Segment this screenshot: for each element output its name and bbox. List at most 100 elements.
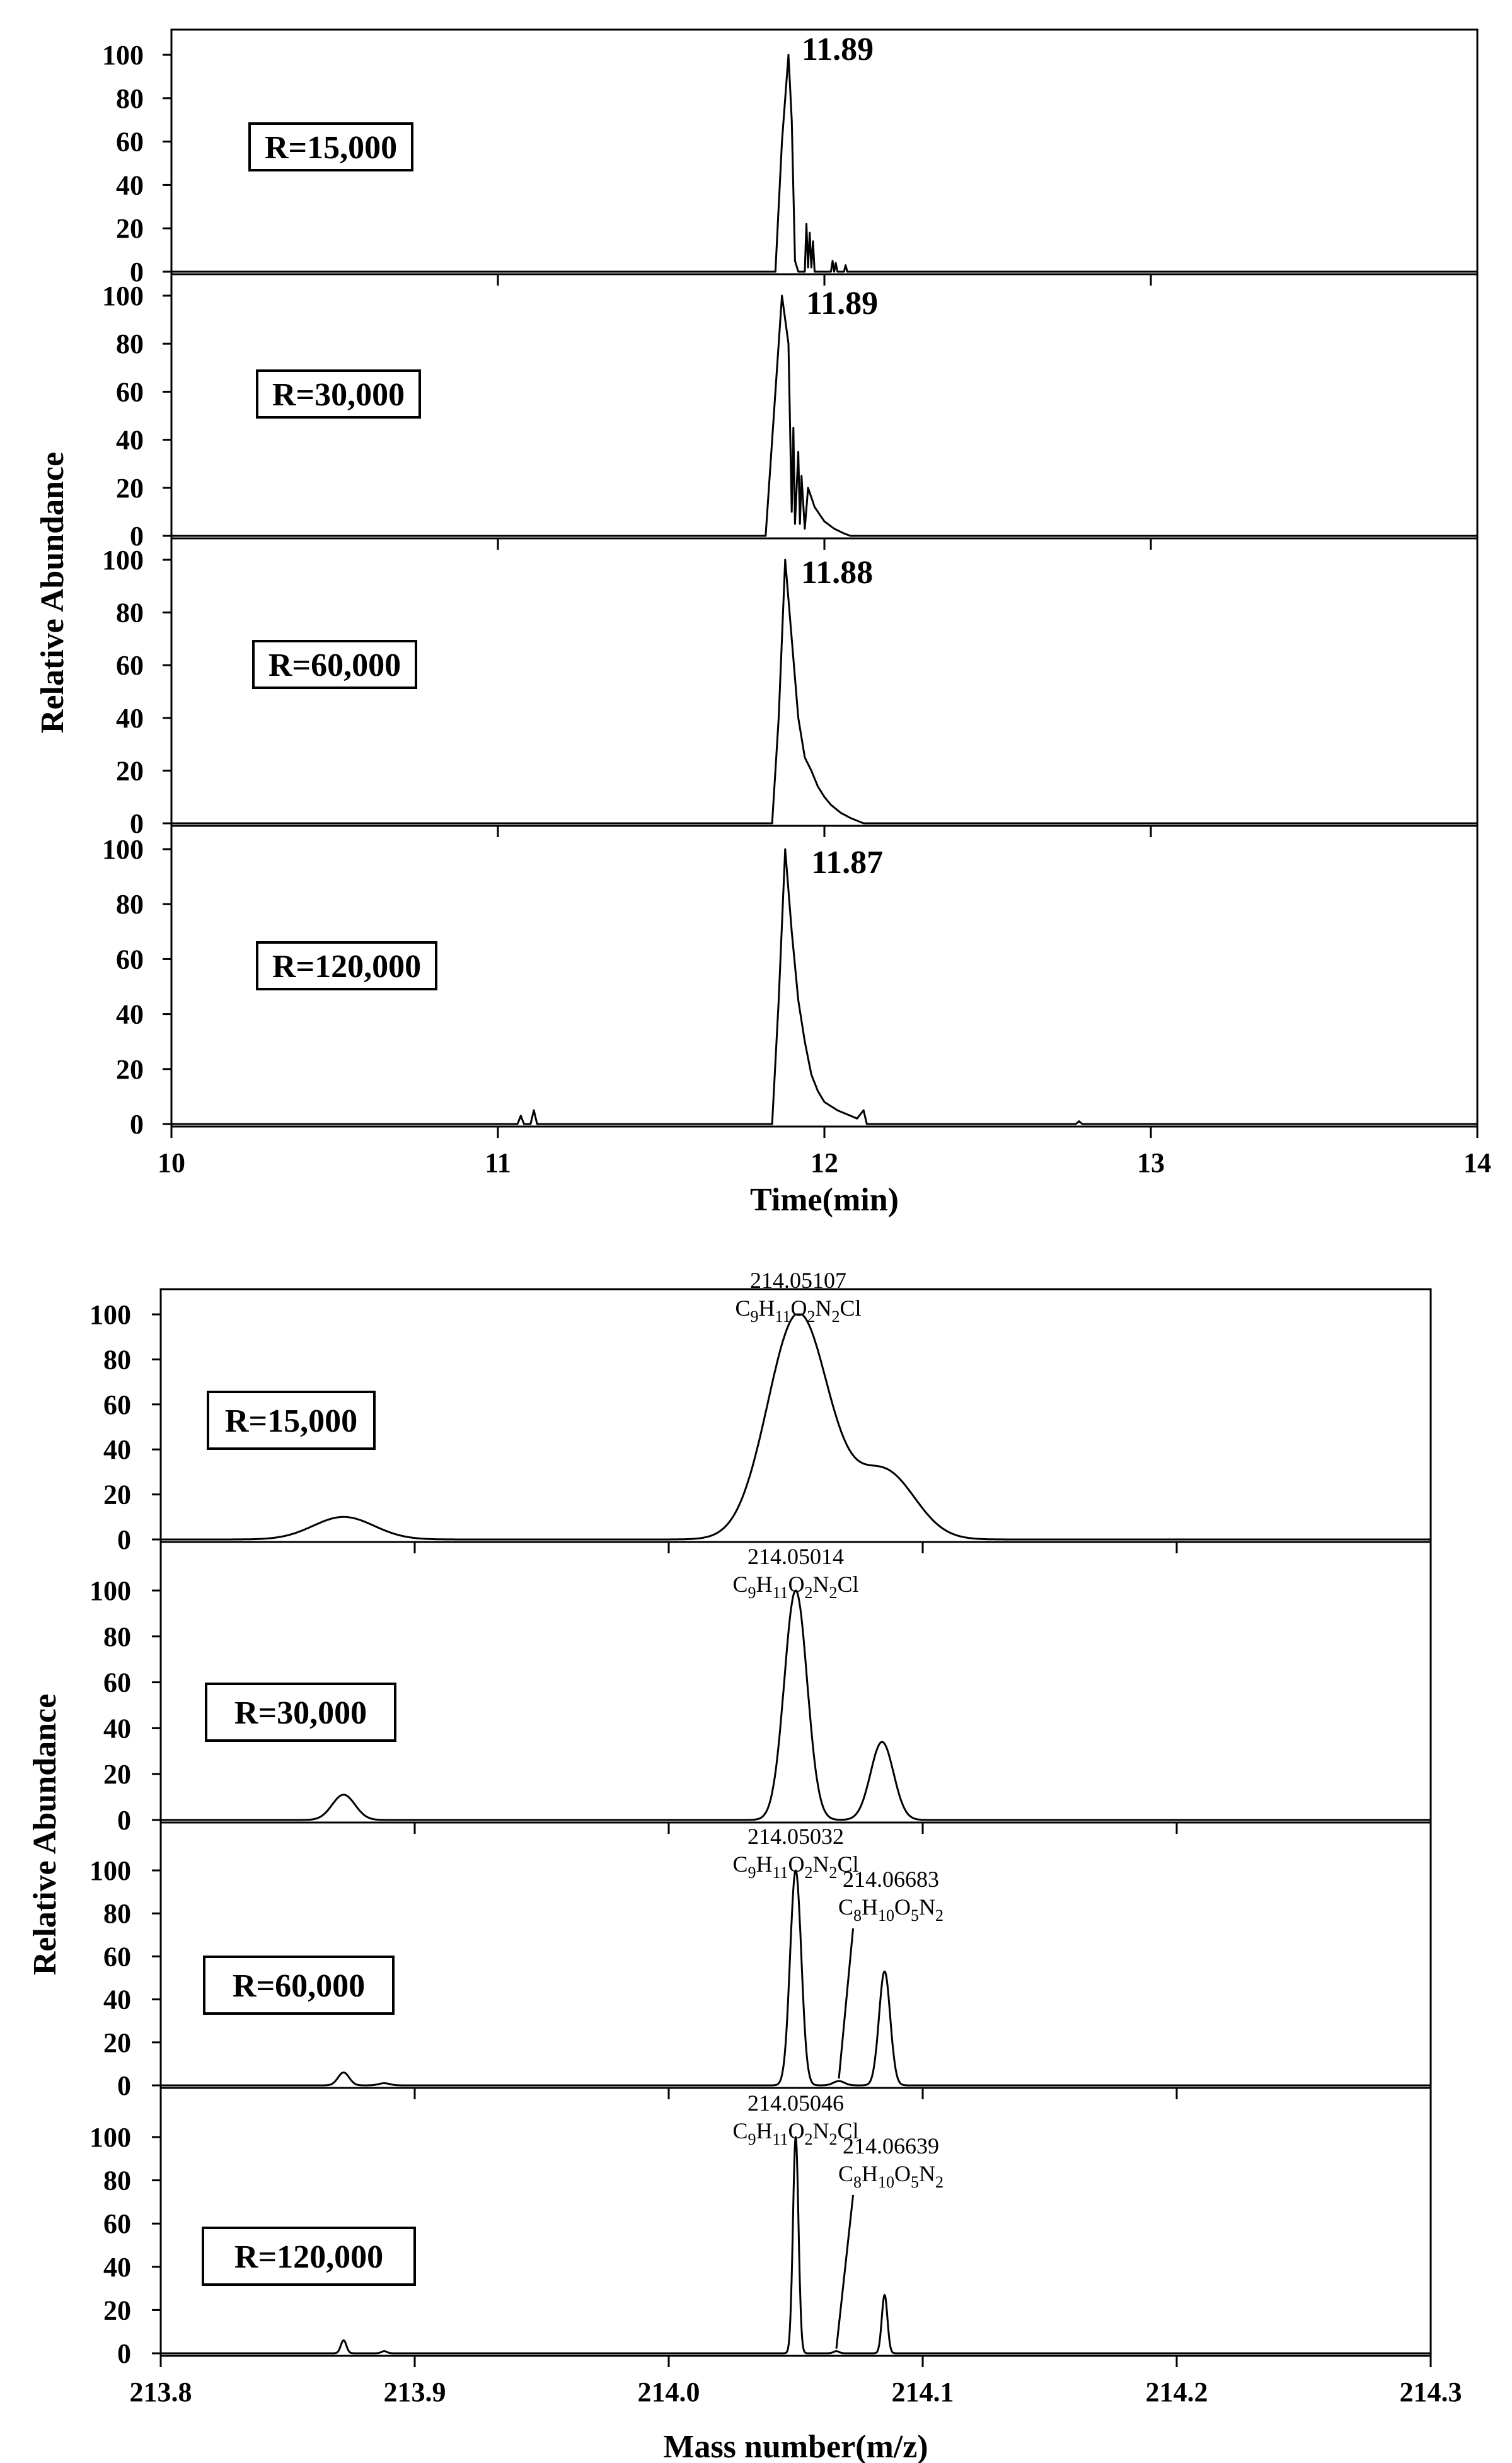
y-tick-label: 40 bbox=[116, 703, 144, 734]
peak-formula-label: C9H11O2N2Cl bbox=[732, 2118, 858, 2148]
x-axis-title: Time(min) bbox=[750, 1182, 899, 1218]
formula-subscript: 8 bbox=[853, 2173, 862, 2191]
x-tick-label: 214.0 bbox=[638, 2377, 700, 2408]
formula-element: H bbox=[756, 2118, 772, 2143]
resolution-box bbox=[202, 2227, 416, 2286]
formula-subscript: 9 bbox=[747, 2130, 756, 2148]
y-tick-label: 20 bbox=[103, 2295, 131, 2326]
panel-2: 0 20 40 60 80 100 R=30,000 11.89 bbox=[102, 273, 1479, 552]
y-axis-title: Relative Abundance bbox=[35, 452, 71, 733]
formula-subscript: 2 bbox=[805, 2130, 813, 2148]
y-tick-label: 60 bbox=[103, 1941, 131, 1972]
formula-subscript: 2 bbox=[829, 2130, 838, 2148]
annotation-leader-line bbox=[838, 1928, 855, 2079]
x-tick-label: 213.9 bbox=[384, 2377, 446, 2408]
peak-formula-label: C8H10O5N2 bbox=[838, 1894, 944, 1925]
y-tick-label: 100 bbox=[89, 1299, 131, 1330]
resolution-label: R=15,000 bbox=[225, 1403, 357, 1439]
y-tick-label: 0 bbox=[117, 2338, 131, 2369]
formula-subscript: 2 bbox=[807, 1307, 816, 1326]
formula-element: O bbox=[788, 1852, 805, 1877]
x-tick-label: 14 bbox=[1463, 1147, 1491, 1178]
peak-formula-label: C9H11O2N2Cl bbox=[732, 1852, 858, 1882]
y-tick-label: 0 bbox=[117, 2070, 131, 2101]
y-tick-label: 20 bbox=[103, 2027, 131, 2058]
y-tick-label: 40 bbox=[103, 1985, 131, 2015]
y-tick-label: 20 bbox=[116, 473, 144, 504]
formula-subscript: 2 bbox=[829, 1863, 838, 1882]
resolution-box bbox=[248, 122, 413, 171]
y-tick-label: 60 bbox=[103, 2208, 131, 2239]
formula-element: H bbox=[756, 1572, 772, 1597]
y-tick-label: 80 bbox=[116, 598, 144, 629]
y-tick-label: 80 bbox=[103, 1621, 131, 1652]
spectrum-trace bbox=[160, 1589, 1431, 1821]
spectrum-trace bbox=[171, 848, 1477, 1125]
formula-subscript: 11 bbox=[772, 1863, 788, 1882]
y-tick-label: 80 bbox=[103, 1344, 131, 1375]
formula-subscript: 2 bbox=[832, 1307, 840, 1326]
spectrum-trace bbox=[160, 2136, 1431, 2355]
resolution-label: R=15,000 bbox=[265, 130, 397, 166]
y-tick-label: 60 bbox=[116, 944, 144, 975]
resolution-label: R=30,000 bbox=[234, 1695, 367, 1731]
formula-subscript: 2 bbox=[805, 1584, 813, 1602]
formula-subscript: 2 bbox=[935, 1906, 944, 1925]
formula-element: N bbox=[813, 1852, 829, 1877]
y-tick-label: 80 bbox=[103, 2165, 131, 2196]
y-tick-label: 60 bbox=[103, 1389, 131, 1420]
peak-time-label: 11.88 bbox=[801, 555, 873, 591]
plot-frame bbox=[159, 2087, 1432, 2357]
peak-mass-label: 214.06683 bbox=[843, 1867, 939, 1892]
spectrum-trace bbox=[171, 294, 1477, 537]
formula-element: C bbox=[732, 1572, 747, 1597]
resolution-label: R=120,000 bbox=[234, 2239, 383, 2275]
formula-subscript: 9 bbox=[751, 1307, 759, 1326]
y-tick-label: 40 bbox=[103, 2252, 131, 2283]
x-tick-label: 10 bbox=[158, 1147, 185, 1178]
formula-element: C bbox=[735, 1295, 750, 1321]
annotation-leader-line bbox=[835, 2194, 855, 2349]
resolution-box bbox=[256, 941, 437, 990]
formula-element: H bbox=[862, 2161, 878, 2186]
panel-3: 0 20 40 60 80 100 R=60,000 11.88 bbox=[102, 537, 1479, 839]
formula-subscript: 5 bbox=[911, 1906, 919, 1925]
panel-3: 020406080100R=60,000214.05032C9H11O2N2Cl… bbox=[89, 1821, 1432, 2101]
y-tick-label: 40 bbox=[103, 1713, 131, 1744]
panel-4: 020406080100R=120,000214.05046C9H11O2N2C… bbox=[89, 2087, 1432, 2369]
peak-formula-label: C9H11O2N2Cl bbox=[735, 1295, 861, 1326]
y-tick-label: 60 bbox=[116, 650, 144, 681]
peak-formula-label: C8H10O5N2 bbox=[838, 2161, 944, 2191]
formula-element: O bbox=[894, 1894, 911, 1920]
resolution-label: R=30,000 bbox=[272, 377, 405, 413]
y-tick-label: 20 bbox=[103, 1759, 131, 1790]
formula-element: Cl bbox=[838, 1852, 859, 1877]
formula-subscript: 11 bbox=[775, 1307, 791, 1326]
panel-1: 0 20 40 60 80 100 R=15,000 11.89 bbox=[102, 28, 1479, 287]
formula-element: H bbox=[759, 1295, 775, 1321]
peak-time-label: 11.89 bbox=[802, 32, 874, 67]
formula-subscript: 5 bbox=[911, 2173, 919, 2191]
y-tick-label: 80 bbox=[116, 889, 144, 920]
peak-time-label: 11.89 bbox=[806, 286, 878, 322]
formula-element: Cl bbox=[840, 1295, 862, 1321]
peak-mass-label: 214.05032 bbox=[747, 1824, 844, 1849]
formula-subscript: 2 bbox=[829, 1584, 838, 1602]
y-axis-title: Relative Abundance bbox=[27, 1694, 63, 1975]
formula-element: N bbox=[816, 1295, 832, 1321]
formula-element: O bbox=[894, 2161, 911, 2186]
spectrum-trace bbox=[171, 54, 1477, 273]
y-tick-label: 100 bbox=[102, 834, 144, 865]
peak-mass-label: 214.05014 bbox=[747, 1544, 844, 1569]
spectrum-trace bbox=[171, 559, 1477, 825]
y-tick-label: 60 bbox=[116, 127, 144, 158]
x-tick-label: 13 bbox=[1137, 1147, 1165, 1178]
peak-time-label: 11.87 bbox=[811, 845, 883, 881]
formula-element: C bbox=[838, 1894, 853, 1920]
y-tick-label: 100 bbox=[102, 545, 144, 576]
